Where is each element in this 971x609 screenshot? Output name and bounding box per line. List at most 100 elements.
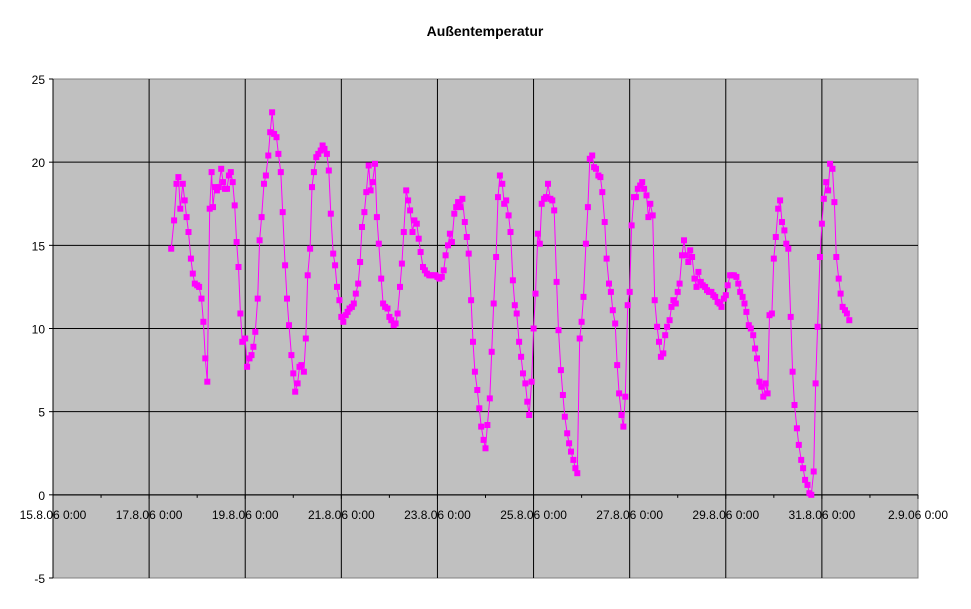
data-point — [536, 240, 543, 247]
data-point — [518, 353, 525, 360]
data-point — [338, 313, 345, 320]
data-point — [262, 172, 269, 179]
data-point — [357, 259, 364, 265]
data-point — [440, 267, 447, 274]
data-point — [676, 280, 683, 287]
data-point — [606, 280, 612, 287]
data-point — [549, 197, 556, 204]
data-point — [317, 147, 324, 154]
data-point — [373, 214, 380, 221]
data-point — [614, 362, 621, 369]
data-point — [584, 204, 591, 211]
data-point — [764, 390, 771, 397]
data-point — [220, 179, 227, 186]
data-point — [568, 448, 574, 455]
data-point — [294, 380, 301, 387]
data-point — [735, 280, 742, 287]
data-point — [839, 303, 846, 310]
data-point — [831, 199, 838, 206]
data-point — [724, 282, 731, 289]
data-point — [687, 247, 694, 254]
data-point — [756, 378, 763, 385]
data-point — [511, 302, 518, 309]
data-point — [516, 338, 523, 345]
data-point — [637, 182, 644, 189]
data-point — [628, 222, 635, 229]
data-point — [800, 465, 807, 472]
x-tick-label: 21.8.06 0:00 — [308, 508, 375, 522]
data-point — [702, 283, 709, 290]
data-point — [457, 204, 464, 211]
data-point — [808, 491, 815, 498]
data-point — [682, 252, 689, 259]
data-point — [461, 219, 468, 225]
data-point — [612, 320, 619, 327]
data-point — [689, 254, 696, 260]
data-point — [507, 229, 514, 235]
data-point — [465, 250, 472, 257]
data-point — [256, 237, 263, 244]
data-point — [823, 179, 830, 186]
data-point — [532, 290, 539, 297]
data-point — [211, 184, 218, 191]
data-point — [417, 249, 424, 255]
data-point — [363, 189, 370, 196]
data-point — [384, 305, 391, 312]
data-point — [499, 180, 506, 187]
data-point — [662, 332, 669, 339]
data-point — [660, 350, 667, 357]
chart-title: Außentemperatur — [427, 23, 544, 39]
data-point — [762, 380, 769, 387]
data-point — [173, 180, 180, 187]
data-point — [787, 313, 794, 320]
data-point — [589, 152, 596, 159]
data-point — [528, 378, 535, 385]
data-point — [618, 412, 625, 418]
data-point — [442, 252, 449, 259]
data-point — [752, 345, 759, 352]
data-point — [488, 348, 495, 355]
data-point — [218, 165, 225, 172]
data-point — [213, 187, 220, 194]
data-point — [242, 335, 249, 342]
data-point — [233, 239, 240, 245]
data-point — [624, 302, 631, 309]
data-point — [482, 445, 489, 452]
data-point — [674, 288, 681, 295]
data-point — [448, 239, 455, 245]
data-point — [607, 288, 614, 295]
data-point — [271, 130, 278, 137]
data-point — [409, 229, 416, 235]
data-point — [279, 209, 286, 216]
data-point — [189, 270, 196, 277]
data-point — [388, 317, 395, 324]
data-point — [842, 307, 848, 314]
data-point — [578, 318, 585, 325]
data-point — [495, 194, 501, 201]
data-point — [323, 150, 330, 157]
data-point — [509, 277, 516, 284]
data-point — [664, 323, 671, 330]
data-point — [566, 440, 573, 447]
data-point — [818, 220, 825, 227]
data-point — [330, 250, 337, 257]
data-point — [208, 169, 215, 176]
data-point — [783, 240, 790, 247]
y-tick-label: 20 — [32, 156, 46, 170]
y-tick-label: 5 — [38, 406, 45, 420]
data-point — [227, 169, 234, 176]
data-point — [171, 217, 178, 224]
data-point — [235, 264, 242, 270]
data-point — [304, 272, 311, 279]
data-point — [843, 310, 850, 317]
data-point — [641, 185, 648, 192]
data-point — [649, 212, 656, 219]
data-point — [781, 227, 788, 234]
data-point — [361, 209, 368, 216]
data-point — [400, 229, 407, 235]
data-point — [198, 295, 205, 302]
data-point — [520, 370, 526, 377]
data-point — [344, 308, 351, 315]
data-point — [561, 413, 568, 420]
data-point — [446, 230, 453, 237]
